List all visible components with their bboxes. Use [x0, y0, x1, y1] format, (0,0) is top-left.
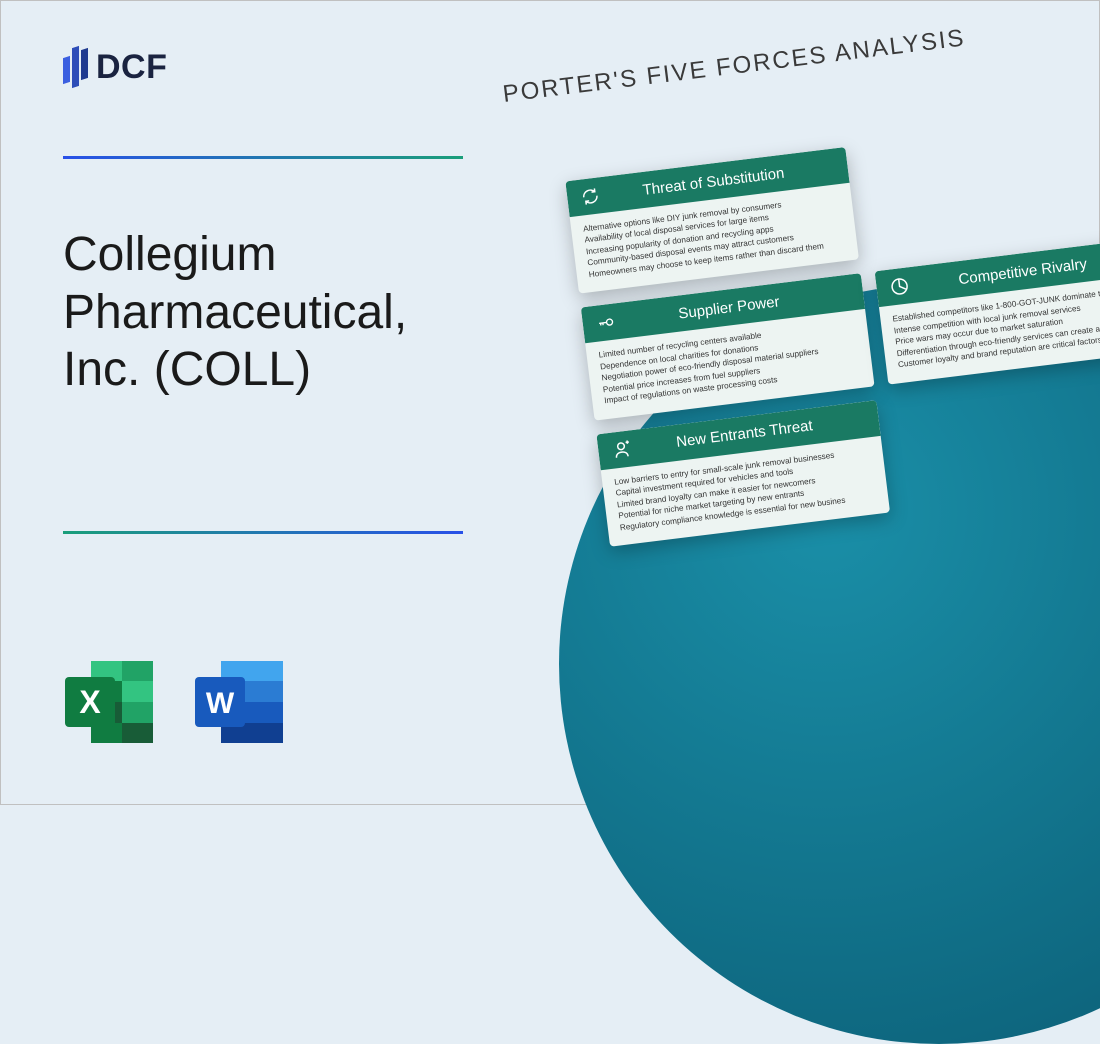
page-title: Collegium Pharmaceutical, Inc. (COLL) — [63, 226, 483, 399]
card-substitution: Threat of Substitution Alternative optio… — [565, 147, 859, 294]
refresh-icon — [576, 185, 604, 208]
card-supplier: Supplier Power Limited number of recycli… — [581, 274, 875, 421]
excel-icon: X — [61, 655, 159, 749]
card-entrants: New Entrants Threat Low barriers to entr… — [596, 400, 890, 547]
cards-container: Threat of Substitution Alternative optio… — [524, 111, 1100, 566]
word-icon: W — [191, 655, 289, 749]
divider-bottom — [63, 531, 463, 534]
svg-text:W: W — [206, 687, 235, 720]
user-add-icon — [607, 438, 635, 461]
divider-top — [63, 156, 463, 159]
analysis-title: PORTER'S FIVE FORCES ANALYSIS — [501, 24, 967, 109]
file-icons-row: X W — [61, 655, 289, 749]
logo-bars-icon — [63, 45, 88, 89]
pie-chart-icon — [886, 275, 914, 298]
svg-text:X: X — [79, 684, 101, 720]
card-rivalry: Competitive Rivalry Established competit… — [875, 237, 1100, 384]
dcf-logo: DCF — [63, 45, 167, 89]
key-icon — [592, 311, 620, 334]
logo-text: DCF — [96, 48, 167, 87]
